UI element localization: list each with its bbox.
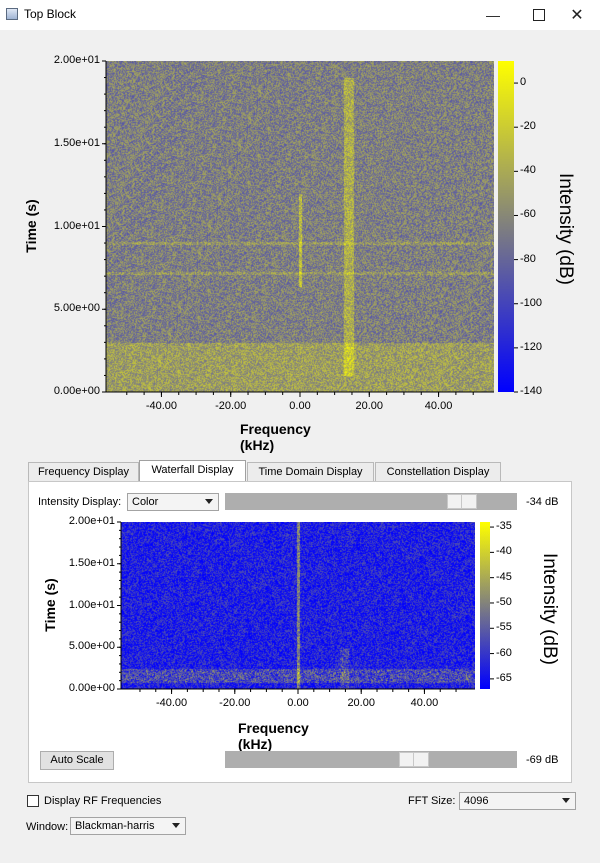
window-title: Top Block xyxy=(24,7,77,21)
tab-waterfall-display[interactable]: Waterfall Display xyxy=(139,460,246,481)
top-waterfall-image xyxy=(106,61,494,392)
intensity-display-select[interactable]: Color xyxy=(127,493,219,511)
window-select[interactable]: Blackman-harris xyxy=(70,817,186,835)
tab-constellation-display[interactable]: Constellation Display xyxy=(375,462,501,481)
x-tick-label: -40.00 xyxy=(155,697,188,709)
x-tick-label: 0.00 xyxy=(287,697,309,709)
x-tick-label: 40.00 xyxy=(410,697,439,709)
colorbar-tick-label: -140 xyxy=(520,385,543,397)
top-axes xyxy=(102,60,518,397)
top-colorbar xyxy=(498,61,514,392)
top-x-axis-label: Frequency (kHz) xyxy=(240,421,311,453)
display-rf-frequencies-label: Display RF Frequencies xyxy=(44,795,162,807)
maximize-icon xyxy=(533,9,545,21)
x-tick-label: -40.00 xyxy=(145,400,178,412)
fft-size-value: 4096 xyxy=(464,795,489,807)
maximize-button[interactable] xyxy=(516,0,562,30)
window-label: Window: xyxy=(26,821,69,833)
bottom-axes xyxy=(117,521,494,694)
close-button[interactable]: ✕ xyxy=(554,0,600,30)
x-tick-label: -20.00 xyxy=(219,697,251,709)
y-tick-label: 2.00e+01 xyxy=(68,515,115,527)
bottom-x-axis-label: Frequency (kHz) xyxy=(238,720,309,752)
tab-time-domain-display[interactable]: Time Domain Display xyxy=(247,462,374,481)
title-bar: Top Block — ✕ xyxy=(0,0,600,30)
bottom-waterfall-image xyxy=(121,522,475,689)
auto-scale-button[interactable]: Auto Scale xyxy=(40,751,114,770)
y-tick-label: 5.00e+00 xyxy=(68,640,115,653)
bottom-y-axis-label: Time (s) xyxy=(42,578,58,632)
y-tick-label: 5.00e+00 xyxy=(53,302,100,315)
colorbar-tick-label: -80 xyxy=(520,252,536,265)
min-intensity-slider[interactable] xyxy=(225,751,517,768)
minimize-icon: — xyxy=(486,7,500,23)
window-value: Blackman-harris xyxy=(75,820,155,832)
colorbar-tick-label: -45 xyxy=(496,570,512,583)
y-tick-label: 1.50e+01 xyxy=(53,136,100,149)
y-tick-label: 0.00e+00 xyxy=(53,385,100,397)
min-intensity-value: -69 dB xyxy=(526,754,559,766)
colorbar-tick-label: -55 xyxy=(496,621,512,634)
max-intensity-handle-right[interactable] xyxy=(461,494,477,509)
colorbar-tick-label: -20 xyxy=(520,120,536,133)
intensity-display-value: Color xyxy=(132,496,159,508)
x-tick-label: 20.00 xyxy=(347,697,375,709)
x-tick-label: 40.00 xyxy=(424,400,453,412)
chevron-down-icon xyxy=(562,798,570,803)
colorbar-tick-label: -40 xyxy=(496,545,512,558)
colorbar-tick-label: -40 xyxy=(520,164,536,177)
close-icon: ✕ xyxy=(570,7,584,24)
colorbar-tick-label: -100 xyxy=(520,296,543,309)
bottom-colorbar xyxy=(480,522,490,689)
y-tick-label: 1.50e+01 xyxy=(68,556,115,569)
tab-frequency-display[interactable]: Frequency Display xyxy=(28,462,139,481)
colorbar-tick-label: 0 xyxy=(520,76,527,89)
colorbar-tick-label: -65 xyxy=(496,671,512,684)
max-intensity-value: -34 dB xyxy=(526,496,559,508)
app-icon xyxy=(6,8,18,20)
fft-size-select[interactable]: 4096 xyxy=(459,792,576,810)
y-tick-label: 1.00e+01 xyxy=(68,598,115,611)
colorbar-tick-label: -60 xyxy=(520,208,536,221)
display-rf-frequencies-checkbox[interactable] xyxy=(27,795,39,807)
minimize-button[interactable]: — xyxy=(470,0,516,30)
intensity-display-label: Intensity Display: xyxy=(38,496,122,508)
chevron-down-icon xyxy=(172,823,180,828)
colorbar-tick-label: -50 xyxy=(496,595,512,608)
x-tick-label: -20.00 xyxy=(215,400,247,412)
x-tick-label: 20.00 xyxy=(355,400,384,412)
chevron-down-icon xyxy=(205,499,213,504)
y-tick-label: 0.00e+00 xyxy=(68,682,115,694)
x-tick-label: 0.00 xyxy=(289,400,311,412)
colorbar-tick-label: -120 xyxy=(520,340,543,353)
fft-size-label: FFT Size: xyxy=(408,795,456,807)
min-intensity-handle-right[interactable] xyxy=(413,752,429,767)
max-intensity-slider[interactable] xyxy=(225,493,517,510)
colorbar-tick-label: -60 xyxy=(496,646,512,659)
colorbar-tick-label: -35 xyxy=(496,520,512,533)
y-tick-label: 2.00e+01 xyxy=(53,54,100,66)
y-tick-label: 1.00e+01 xyxy=(53,219,100,232)
bottom-colorbar-label: Intensity (dB) xyxy=(539,553,560,665)
